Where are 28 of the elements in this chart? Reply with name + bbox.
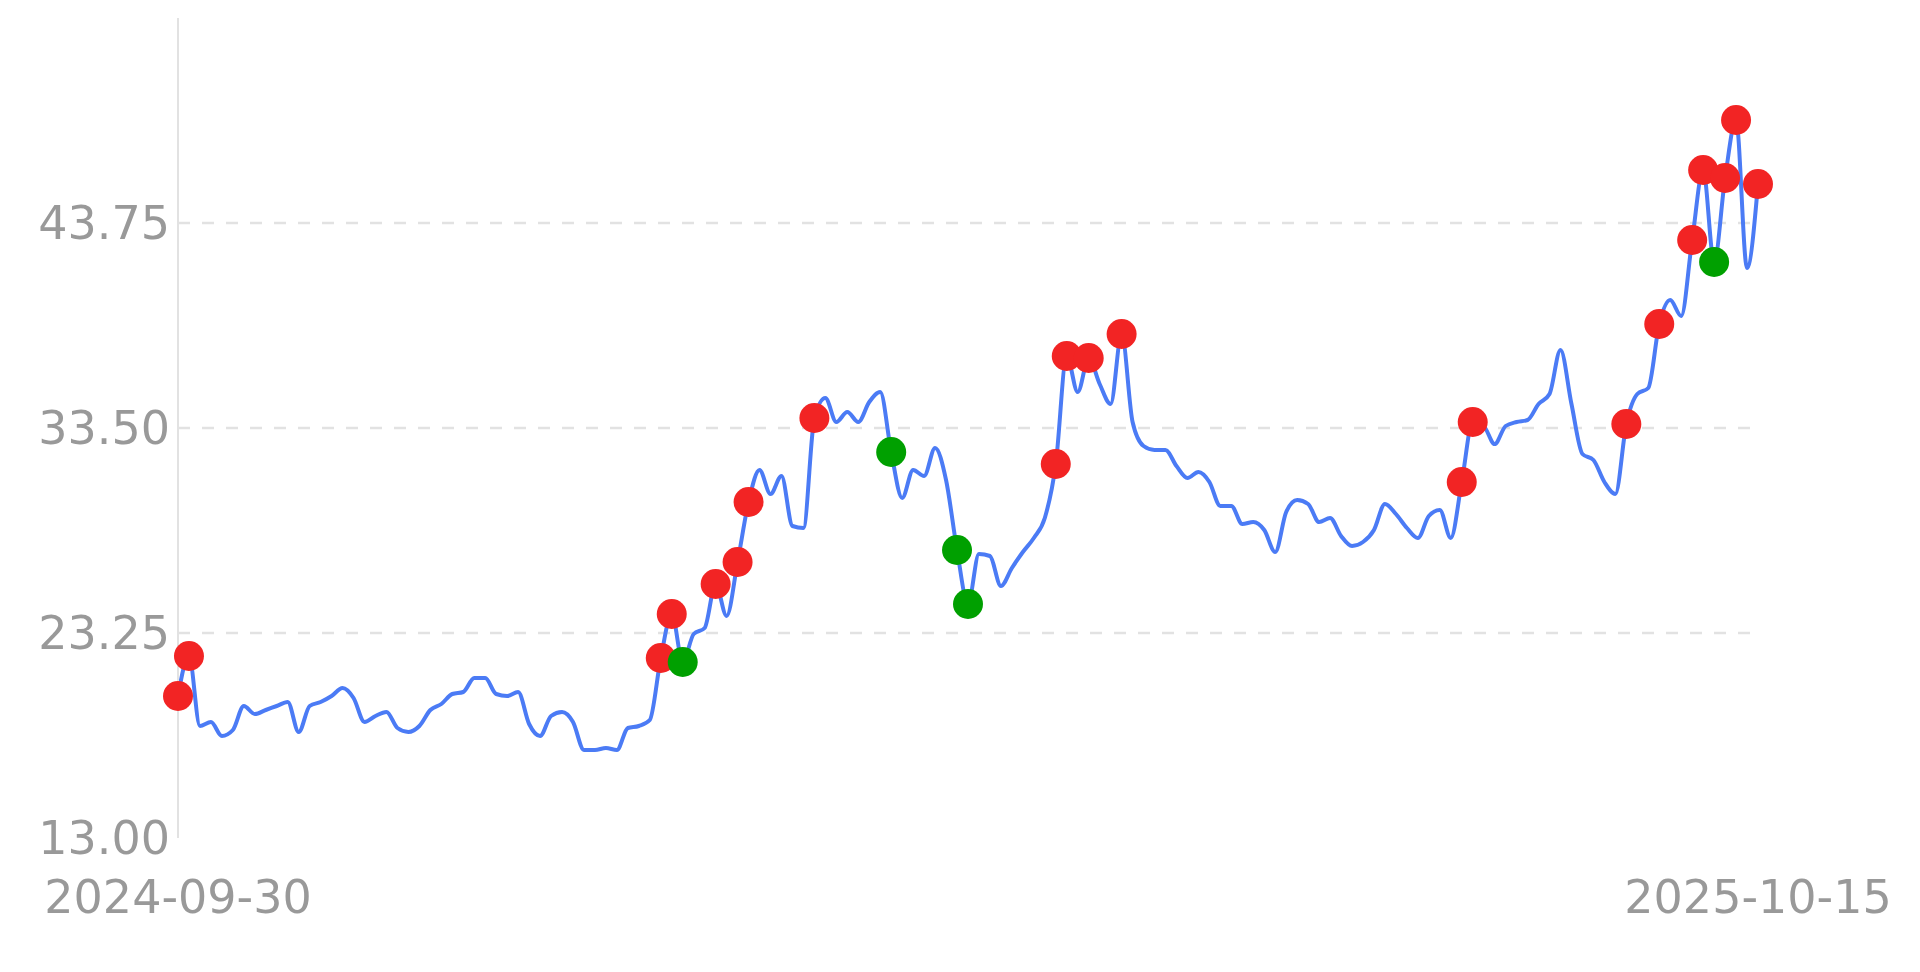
y-tick-label: 13.00 (38, 811, 170, 866)
point (700, 569, 731, 599)
point (1446, 467, 1477, 497)
point (722, 547, 753, 577)
point (1743, 169, 1773, 199)
point (656, 599, 687, 629)
point (1699, 247, 1730, 277)
point (1721, 105, 1752, 135)
x-tick-label: 2025-10-15 (1624, 869, 1892, 924)
y-tick-label: 33.50 (38, 401, 170, 456)
point (1106, 319, 1137, 349)
point (942, 535, 973, 565)
point (1677, 225, 1708, 255)
point (1457, 407, 1488, 437)
point (799, 403, 830, 433)
point (876, 437, 907, 467)
x-tick-label: 2024-09-30 (44, 869, 312, 924)
point (953, 589, 983, 619)
point (173, 641, 204, 671)
point (1040, 449, 1071, 479)
point (733, 487, 764, 517)
y-tick-label: 43.75 (38, 196, 170, 251)
point (1611, 409, 1642, 439)
y-tick-label: 23.25 (38, 606, 170, 661)
point (163, 681, 193, 711)
point (1710, 163, 1741, 193)
point (1644, 309, 1675, 339)
point (667, 647, 698, 677)
